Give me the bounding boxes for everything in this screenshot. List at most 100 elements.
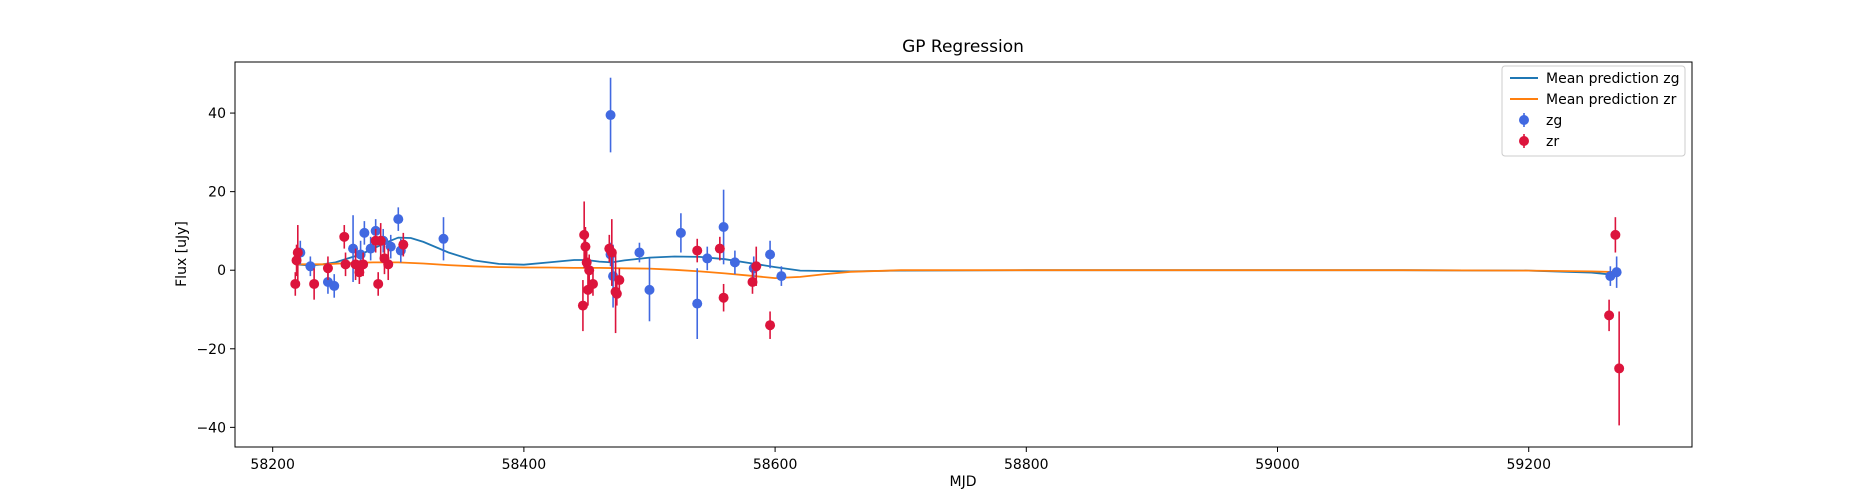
marker bbox=[747, 277, 758, 287]
data-point-zr bbox=[373, 272, 384, 296]
marker bbox=[718, 292, 729, 303]
marker bbox=[398, 239, 409, 250]
marker bbox=[714, 243, 725, 254]
marker bbox=[375, 235, 386, 246]
data-point-zg bbox=[702, 246, 713, 271]
data-point-zr bbox=[290, 272, 301, 296]
data-point-zr bbox=[692, 238, 703, 263]
marker bbox=[1604, 310, 1615, 321]
marker bbox=[605, 110, 616, 121]
marker bbox=[611, 288, 622, 299]
data-point-zg bbox=[365, 236, 376, 261]
data-point-zr bbox=[747, 270, 758, 294]
x-axis-label: MJD bbox=[950, 474, 977, 490]
data-point-zr bbox=[606, 219, 617, 286]
marker bbox=[644, 284, 655, 295]
marker bbox=[587, 278, 598, 289]
data-point-zg bbox=[1611, 256, 1622, 288]
data-point-zr bbox=[765, 311, 776, 339]
plot-area bbox=[290, 77, 1625, 426]
marker bbox=[579, 229, 590, 240]
marker bbox=[634, 247, 645, 258]
legend-box bbox=[1501, 65, 1686, 157]
x-tick-label: 58800 bbox=[1004, 457, 1049, 473]
marker bbox=[322, 263, 333, 274]
marker bbox=[776, 271, 787, 282]
marker bbox=[1614, 363, 1625, 374]
data-point-zg bbox=[776, 266, 787, 286]
marker bbox=[718, 222, 729, 232]
data-point-zg bbox=[305, 256, 316, 277]
x-tick-label: 58200 bbox=[250, 457, 295, 473]
data-point-zg bbox=[729, 250, 740, 275]
marker bbox=[606, 247, 617, 258]
y-tick-label: 0 bbox=[217, 263, 226, 279]
data-point-zr bbox=[309, 268, 320, 300]
marker bbox=[359, 227, 370, 238]
data-point-zg bbox=[692, 268, 703, 339]
marker bbox=[1610, 229, 1621, 240]
data-point-zr bbox=[1610, 217, 1621, 253]
legend-entry-label: Mean prediction zg bbox=[1546, 71, 1680, 87]
marker bbox=[765, 249, 776, 260]
data-point-zg bbox=[438, 217, 449, 261]
legend-marker-swatch bbox=[1519, 136, 1529, 146]
data-point-zg bbox=[634, 242, 645, 263]
marker bbox=[692, 298, 703, 309]
data-point-zr bbox=[358, 252, 369, 277]
data-point-zg bbox=[675, 213, 686, 253]
y-axis-label: Flux [uJy] bbox=[174, 221, 190, 287]
series-line-mean-prediction-zr bbox=[295, 261, 1620, 280]
marker bbox=[751, 261, 762, 272]
x-tick-label: 58600 bbox=[753, 457, 798, 473]
marker bbox=[305, 261, 316, 272]
marker bbox=[329, 280, 340, 291]
data-point-zr bbox=[587, 272, 598, 296]
marker bbox=[292, 247, 303, 258]
marker bbox=[373, 278, 384, 289]
data-point-zr bbox=[751, 246, 762, 286]
marker bbox=[309, 278, 320, 289]
marker bbox=[584, 265, 595, 276]
marker bbox=[290, 278, 301, 289]
marker bbox=[340, 259, 351, 270]
data-point-zr bbox=[292, 225, 303, 281]
data-point-zr bbox=[714, 236, 725, 261]
x-tick-label: 59000 bbox=[1255, 457, 1300, 473]
y-tick-label: −20 bbox=[196, 342, 226, 358]
marker bbox=[350, 259, 361, 270]
marker bbox=[365, 243, 376, 254]
marker bbox=[765, 320, 776, 331]
chart-title: GP Regression bbox=[902, 37, 1024, 57]
marker bbox=[729, 257, 740, 268]
data-point-zr bbox=[579, 201, 590, 269]
legend-entry-label: zr bbox=[1546, 134, 1559, 150]
marker bbox=[355, 249, 366, 260]
marker bbox=[614, 275, 625, 286]
legend-entry-label: zg bbox=[1546, 113, 1562, 129]
data-point-zr bbox=[718, 283, 729, 312]
plot-frame bbox=[234, 61, 1693, 448]
legend-marker-swatch bbox=[1519, 115, 1529, 125]
y-axis-ticks: −40 −20 0 20 40 bbox=[196, 106, 235, 436]
marker bbox=[1611, 267, 1622, 278]
marker bbox=[385, 241, 396, 252]
marker bbox=[580, 241, 591, 252]
x-tick-label: 58400 bbox=[502, 457, 547, 473]
data-point-zg bbox=[644, 258, 655, 322]
legend: Mean prediction zg Mean prediction zr zg zr bbox=[1501, 65, 1686, 157]
data-point-zr bbox=[322, 256, 333, 281]
marker bbox=[383, 259, 394, 270]
y-tick-label: −40 bbox=[196, 420, 226, 436]
marker bbox=[675, 227, 686, 238]
data-point-zr bbox=[383, 248, 394, 281]
x-axis-ticks: 58200 58400 58600 58800 59000 59200 bbox=[250, 447, 1551, 473]
marker bbox=[393, 214, 404, 225]
data-point-zr bbox=[398, 232, 409, 257]
data-point-zr bbox=[340, 252, 351, 277]
data-point-zr bbox=[375, 223, 386, 259]
marker bbox=[692, 245, 703, 256]
data-point-zr bbox=[577, 280, 588, 332]
marker bbox=[339, 231, 350, 242]
y-tick-label: 40 bbox=[208, 106, 226, 122]
